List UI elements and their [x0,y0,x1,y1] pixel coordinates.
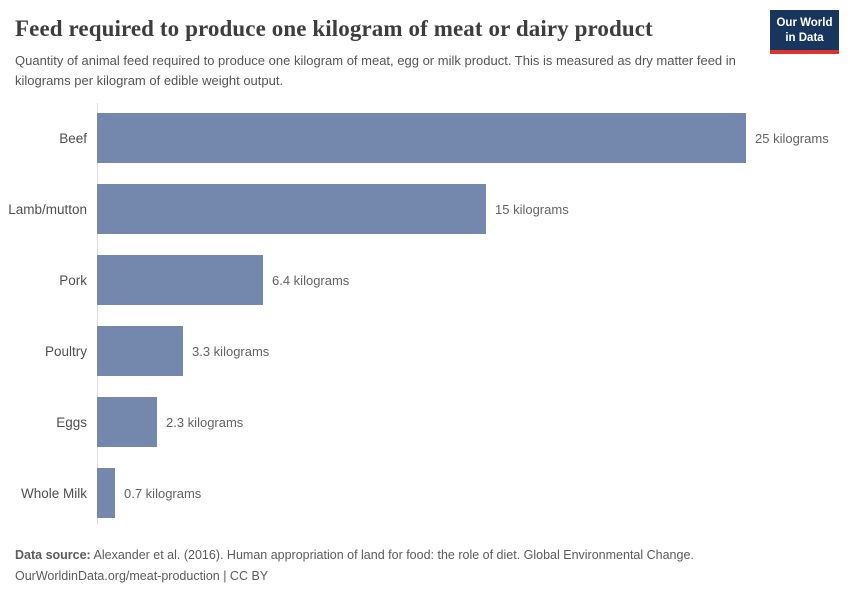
category-label: Pork [59,272,87,288]
bar[interactable] [97,113,746,163]
chart-subtitle: Quantity of animal feed required to prod… [15,53,736,88]
chart-footer: Data source: Alexander et al. (2016). Hu… [0,545,850,586]
value-label: 2.3 kilograms [166,414,244,430]
category-label: Whole Milk [20,485,87,501]
y-axis-line [97,103,98,524]
owid-logo-line1: Our World [776,17,833,29]
bar-chart: Beef 25 kilograms Lamb/mutton 15 kilograms P… [0,103,850,524]
chart-rows: Beef 25 kilograms Lamb/mutton 15 kilograms P… [0,113,850,518]
bar-track: 2.3 kilograms [97,397,850,447]
bar-track: 6.4 kilograms [97,255,850,305]
value-label: 3.3 kilograms [192,343,270,359]
chart-title: Feed required to produce one kilogram of… [15,16,653,41]
data-source-text: Alexander et al. (2016). Human appropria… [90,548,694,562]
category-label: Eggs [56,414,87,430]
bar[interactable] [97,468,115,518]
bar-track: 3.3 kilograms [97,326,850,376]
chart-row: Whole Milk 0.7 kilograms [0,468,850,518]
chart-row: Lamb/mutton 15 kilograms [0,184,850,234]
bar[interactable] [97,326,183,376]
value-label: 6.4 kilograms [272,272,350,288]
owid-logo-line2: in Data [785,31,824,44]
category-label: Lamb/mutton [8,201,87,217]
chart-row: Eggs 2.3 kilograms [0,397,850,447]
bar-track: 15 kilograms [97,184,850,234]
data-source-label: Data source: [15,548,91,562]
attribution-line[interactable]: OurWorldinData.org/meat-production | CC … [15,568,269,583]
bar[interactable] [97,397,157,447]
chart-row: Poultry 3.3 kilograms [0,326,850,376]
bar[interactable] [97,255,263,305]
value-label: 0.7 kilograms [124,485,202,501]
chart-row: Pork 6.4 kilograms [0,255,850,305]
data-source-line: Data source: Alexander et al. (2016). Hu… [15,545,835,566]
bar-track: 25 kilograms [97,113,850,163]
value-label: 25 kilograms [755,130,829,146]
bar[interactable] [97,184,486,234]
value-label: 15 kilograms [495,201,569,217]
category-label: Beef [59,130,87,146]
chart-header: Feed required to produce one kilogram of… [0,0,850,90]
category-label: Poultry [44,343,87,359]
owid-logo[interactable]: Our World in Data [770,10,839,55]
bar-track: 0.7 kilograms [97,468,850,518]
chart-row: Beef 25 kilograms [0,113,850,163]
